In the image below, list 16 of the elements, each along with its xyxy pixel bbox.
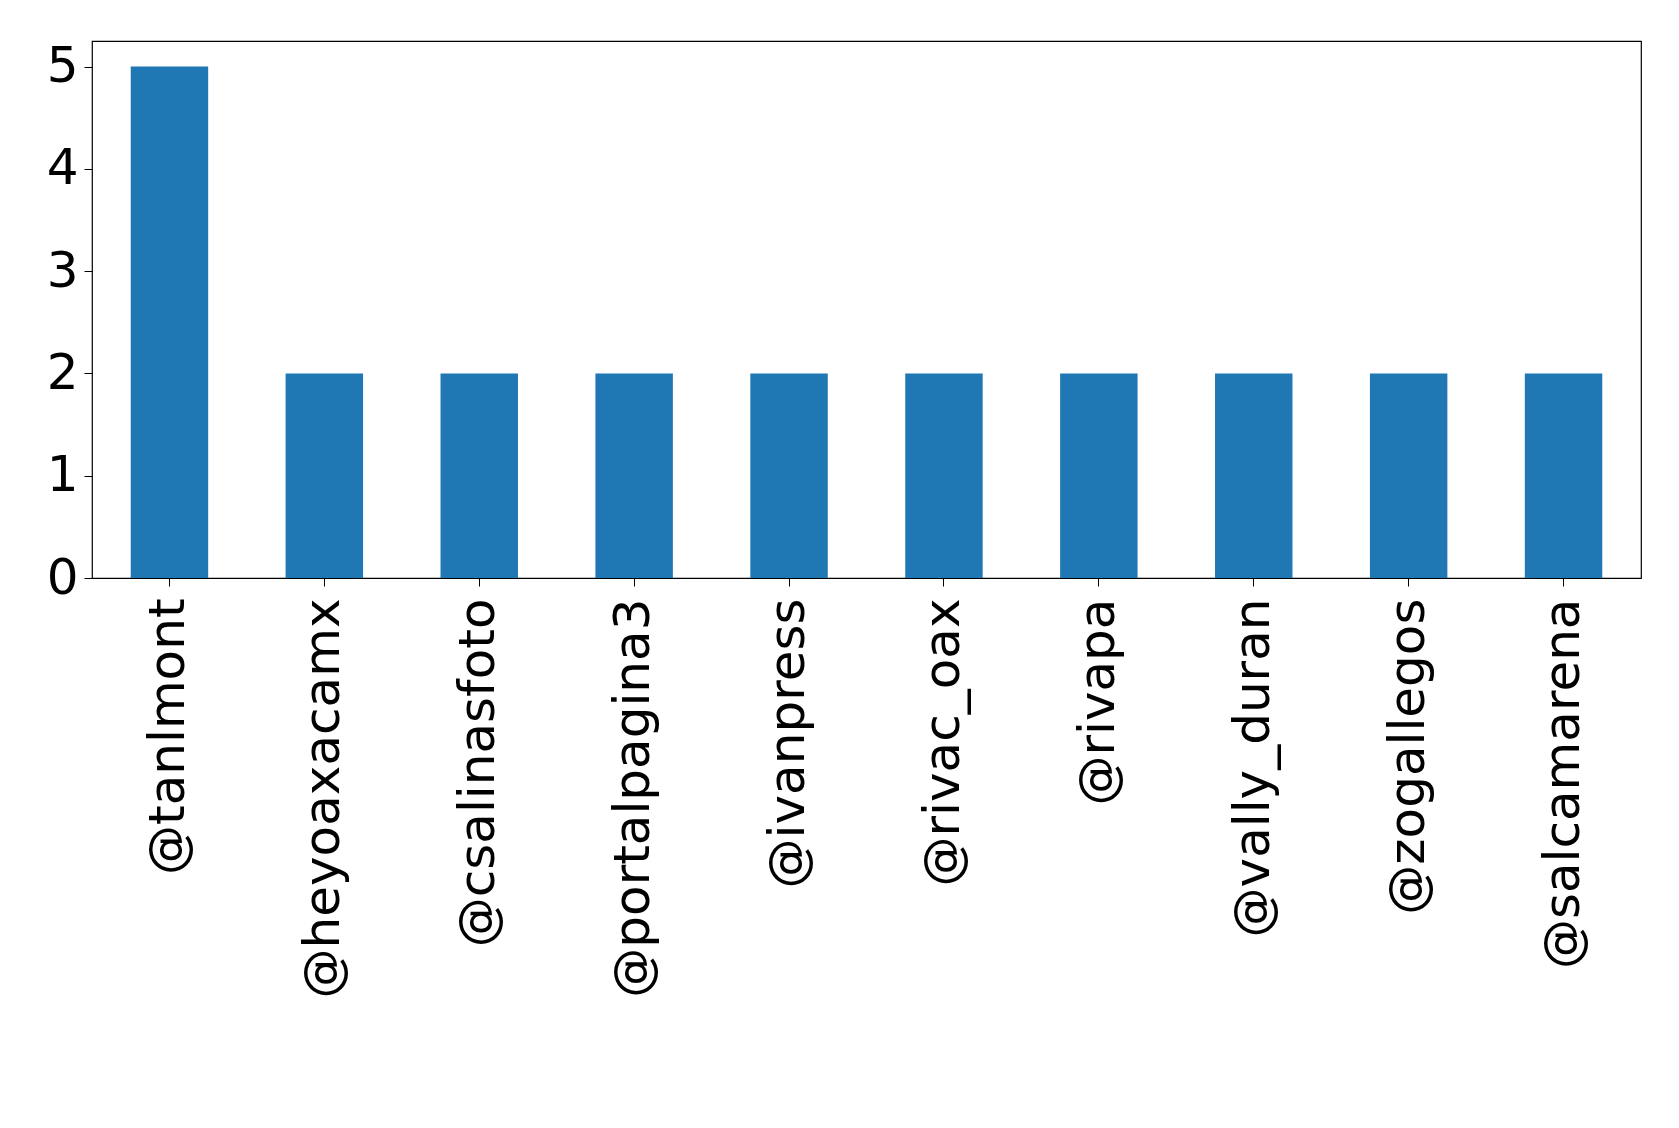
x-tick-label: @rivapa	[1067, 598, 1126, 806]
y-tick-label: 2	[46, 342, 79, 401]
x-tick-label: @heyoaxacamx	[293, 598, 352, 999]
x-tick-label: @salcamarena	[1532, 598, 1591, 970]
x-tick-label: @vally_duran	[1222, 598, 1281, 938]
y-tick-label: 1	[46, 445, 79, 504]
x-tick-label: @portalpagina3	[603, 598, 662, 998]
x-tick-label: @rivac_oax	[912, 598, 971, 887]
y-tick-label: 0	[46, 547, 79, 606]
x-tick-label: @tanlmont	[138, 598, 197, 875]
x-tick-label: @csalinasfoto	[448, 598, 507, 948]
y-tick-label: 3	[46, 240, 79, 299]
y-tick-label: 5	[46, 36, 79, 95]
x-tick-label: @ivanpress	[758, 598, 817, 889]
y-tick-label: 4	[46, 138, 79, 197]
x-tick-label: @zogallegos	[1377, 598, 1436, 915]
